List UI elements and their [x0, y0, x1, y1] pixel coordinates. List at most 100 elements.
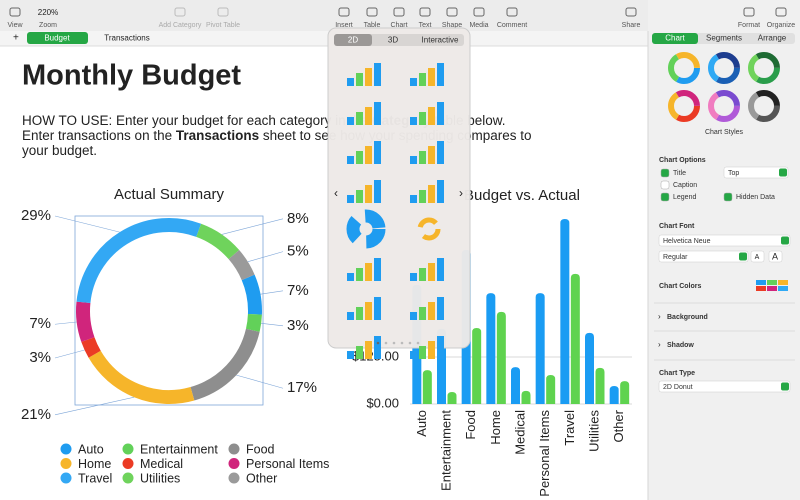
toolbar-label[interactable]: View — [7, 22, 23, 29]
toolbar-icon[interactable] — [446, 7, 458, 17]
popup-arrow[interactable] — [739, 252, 747, 261]
popup-arrow[interactable] — [779, 168, 787, 177]
picker-tab[interactable]: 3D — [388, 36, 398, 45]
chart-type-thumbnail[interactable] — [410, 297, 444, 320]
color-swatch[interactable] — [756, 286, 766, 291]
toolbar-label[interactable]: Add Category — [159, 22, 202, 29]
style-swatch[interactable] — [668, 90, 700, 122]
toolbar-icon[interactable] — [338, 7, 350, 17]
checkbox-label[interactable]: Title — [673, 170, 686, 177]
inspector-tab[interactable]: Arrange — [758, 34, 787, 43]
toolbar-icon[interactable] — [419, 7, 431, 17]
font-size-button[interactable] — [768, 250, 783, 263]
style-swatch[interactable] — [708, 52, 740, 84]
toolbar-icon[interactable] — [174, 7, 186, 17]
toolbar-icon[interactable] — [473, 7, 485, 17]
color-swatch[interactable] — [778, 286, 788, 291]
font-size-button[interactable] — [750, 250, 765, 263]
style-swatch[interactable] — [668, 52, 700, 84]
sheet-tab-active[interactable] — [27, 32, 88, 44]
chart-type-thumbnail[interactable] — [347, 180, 381, 203]
chart-type-thumbnail[interactable] — [347, 336, 381, 359]
checkbox[interactable] — [660, 168, 670, 178]
toolbar-label[interactable]: Shape — [442, 22, 462, 29]
inspector-tab[interactable]: Segments — [706, 34, 742, 43]
style-swatch[interactable] — [668, 90, 700, 122]
toolbar-label[interactable]: Media — [469, 22, 488, 29]
toolbar-icon[interactable] — [775, 7, 787, 17]
color-swatch[interactable] — [767, 280, 777, 285]
style-swatch[interactable] — [748, 90, 780, 122]
color-swatch[interactable] — [767, 286, 777, 291]
toolbar-label[interactable]: Organize — [767, 22, 796, 29]
chart-type-thumbnail[interactable] — [347, 297, 381, 320]
chart-type-thumbnail[interactable] — [410, 258, 444, 281]
style-swatch[interactable] — [748, 52, 780, 84]
toolbar-label[interactable]: Format — [738, 22, 760, 29]
toolbar-icon[interactable] — [393, 7, 405, 17]
section-heading[interactable]: Background — [667, 314, 708, 321]
tab-active[interactable] — [652, 33, 698, 44]
style-swatch[interactable] — [668, 52, 700, 84]
chart-type-thumbnail[interactable] — [347, 63, 381, 86]
color-swatch[interactable] — [778, 280, 788, 285]
chart-type-thumbnail[interactable] — [410, 102, 444, 125]
popup[interactable] — [658, 250, 749, 263]
popup-arrow[interactable] — [781, 382, 789, 391]
popup-arrow[interactable] — [781, 236, 789, 245]
popup-value[interactable]: Helvetica Neue — [663, 238, 711, 245]
toolbar-label[interactable]: Chart — [390, 22, 407, 29]
popup[interactable] — [658, 234, 791, 247]
toolbar-label[interactable]: Comment — [497, 22, 527, 29]
chart-type-thumbnail[interactable] — [410, 180, 444, 203]
style-swatch[interactable] — [668, 52, 700, 84]
chart-type-thumbnail[interactable] — [410, 141, 444, 164]
style-swatch[interactable] — [748, 90, 780, 122]
style-swatch[interactable] — [748, 52, 780, 84]
toolbar-label[interactable]: Insert — [335, 22, 353, 29]
checkbox-label[interactable]: Hidden Data — [736, 194, 775, 201]
disclosure[interactable]: › — [658, 340, 661, 349]
style-swatch[interactable] — [708, 52, 740, 84]
style-swatch[interactable] — [748, 52, 780, 84]
checkbox[interactable] — [660, 180, 670, 190]
toolbar-label[interactable]: Table — [364, 22, 381, 29]
popup-value[interactable]: Top — [728, 170, 739, 177]
sheet-tab[interactable]: Transactions — [104, 34, 150, 43]
popup-value[interactable]: Regular — [663, 254, 688, 261]
add-sheet[interactable]: + — [13, 33, 19, 44]
prev-arrow[interactable]: ‹ — [334, 186, 338, 200]
checkbox[interactable] — [723, 192, 733, 202]
toolbar-label[interactable]: Pivot Table — [206, 22, 240, 29]
popup-value[interactable]: 2D Donut — [663, 384, 693, 391]
chart-type-thumbnail[interactable] — [410, 63, 444, 86]
chart-type-thumbnail[interactable] — [347, 258, 381, 281]
chart-type-thumbnail[interactable] — [346, 209, 386, 249]
checkbox-label[interactable]: Caption — [673, 182, 697, 189]
style-swatch[interactable] — [748, 90, 780, 122]
checkbox-label[interactable]: Legend — [673, 194, 696, 201]
popup[interactable] — [658, 380, 791, 393]
zoom-value[interactable]: 220% — [38, 8, 58, 17]
toolbar-label[interactable]: Text — [419, 22, 432, 29]
picker-tab[interactable]: 2D — [348, 36, 358, 45]
toolbar-icon[interactable] — [366, 7, 378, 17]
style-swatch[interactable] — [708, 90, 740, 122]
chart-type-thumbnail[interactable] — [417, 217, 441, 241]
style-swatch[interactable] — [708, 90, 740, 122]
chart-type-thumbnail[interactable] — [347, 102, 381, 125]
style-swatch[interactable] — [708, 90, 740, 122]
toolbar-icon[interactable] — [743, 7, 755, 17]
toolbar-icon[interactable] — [625, 7, 637, 17]
style-swatch[interactable] — [668, 90, 700, 122]
font-size-button-label[interactable]: A — [755, 254, 760, 261]
chart-type-thumbnail[interactable] — [347, 141, 381, 164]
toolbar-icon[interactable] — [217, 7, 229, 17]
section-heading[interactable]: Shadow — [667, 342, 694, 349]
style-swatch[interactable] — [708, 52, 740, 84]
next-arrow[interactable]: › — [459, 186, 463, 200]
checkbox[interactable] — [660, 192, 670, 202]
picker-tab[interactable]: Interactive — [422, 36, 459, 45]
segment-active[interactable] — [334, 34, 372, 46]
toolbar-icon[interactable] — [506, 7, 518, 17]
